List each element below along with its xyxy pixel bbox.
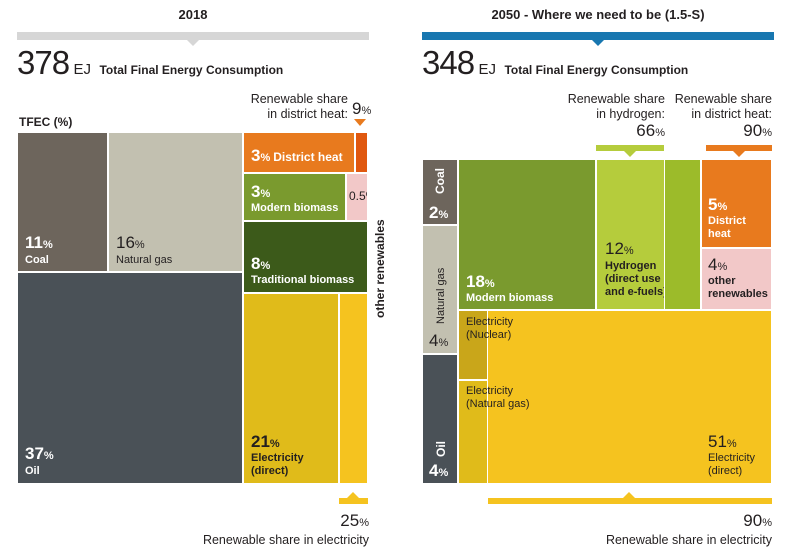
right-hydrogen-label: Hydrogen (direct use and e-fuels)* bbox=[605, 260, 665, 298]
left-total: 378 EJ Total Final Energy Consumption bbox=[17, 46, 283, 79]
right-total-unit: EJ bbox=[478, 61, 497, 78]
left-share-dh-line2: in district heat: bbox=[267, 107, 348, 121]
right-cell-electricity-nuclear bbox=[458, 310, 488, 380]
left-header-caret bbox=[187, 40, 199, 46]
right-share-h2-caret bbox=[624, 151, 636, 157]
left-share-dh-value: 9% bbox=[352, 99, 372, 118]
right-cell-modern-biomass: 18% Modern biomass bbox=[458, 159, 596, 310]
left-total-value: 378 bbox=[17, 44, 70, 81]
left-share-dh-line1: Renewable share bbox=[250, 92, 348, 106]
right-share-elec-bar bbox=[488, 498, 772, 504]
right-nuclear-label: Electricity (Nuclear) bbox=[466, 316, 514, 341]
left-share-elec-bar bbox=[339, 498, 368, 504]
right-share-dh-value: 90% bbox=[743, 121, 772, 140]
left-total-label: Total Final Energy Consumption bbox=[99, 63, 284, 77]
left-cell-modern-biomass: 3% Modern biomass bbox=[243, 173, 346, 221]
right-share-h2-bar bbox=[596, 145, 664, 151]
left-cell-coal: 11% Coal bbox=[17, 132, 108, 272]
left-other-renewables-vlabel: other renewables bbox=[373, 219, 387, 318]
right-share-elec-caret bbox=[623, 492, 635, 498]
right-share-dh-caret bbox=[733, 151, 745, 157]
left-elec-label: Electricity (direct) bbox=[251, 452, 304, 477]
left-cell-natural-gas: 16% Natural gas bbox=[108, 132, 243, 272]
right-share-dh-label: Renewable share in district heat: bbox=[674, 92, 772, 121]
left-share-elec-label: Renewable share in electricity bbox=[202, 533, 369, 547]
left-header: 2018 bbox=[178, 7, 208, 22]
right-cell-hydrogen-renewable bbox=[665, 159, 701, 310]
right-header-caret bbox=[592, 40, 604, 46]
right-total: 348 EJ Total Final Energy Consumption bbox=[422, 46, 688, 79]
right-share-elec-value: 90% bbox=[743, 511, 772, 530]
right-total-value: 348 bbox=[422, 44, 475, 81]
left-cell-district-heat: 3% District heat bbox=[243, 132, 355, 173]
right-natgas-elec-label: Electricity (Natural gas) bbox=[466, 385, 530, 410]
right-cell-electricity: 51% Electricity (direct) bbox=[458, 310, 772, 484]
right-other-ren-label: other renewables bbox=[708, 275, 768, 300]
right-share-elec-label: Renewable share in electricity bbox=[605, 533, 772, 547]
right-cell-hydrogen: 12% Hydrogen (direct use and e-fuels)* bbox=[596, 159, 665, 310]
right-share-dh-bar bbox=[706, 145, 772, 151]
left-share-elec-caret bbox=[347, 492, 359, 498]
right-header: 2050 - Where we need to be (1.5-S) bbox=[491, 7, 705, 22]
right-total-label: Total Final Energy Consumption bbox=[504, 63, 689, 77]
left-cell-district-heat-renewable bbox=[355, 132, 368, 173]
left-cell-electricity-renewable bbox=[339, 293, 368, 484]
right-dh-label: District heat bbox=[708, 215, 746, 240]
right-header-bar bbox=[422, 32, 774, 40]
right-cell-electricity-natgas bbox=[458, 380, 488, 484]
left-cell-other-renewables: 0.5% bbox=[346, 173, 368, 221]
left-axis-label: TFEC (%) bbox=[19, 115, 73, 129]
right-cell-district-heat: 5% District heat bbox=[701, 159, 772, 248]
right-elec-label: Electricity (direct) bbox=[708, 452, 756, 477]
left-cell-traditional-biomass: 8% Traditional biomass bbox=[243, 221, 368, 293]
left-cell-oil: 37% Oil bbox=[17, 272, 243, 484]
left-cell-electricity: 21% Electricity (direct) bbox=[243, 293, 339, 484]
left-share-elec-value: 25% bbox=[340, 511, 369, 530]
right-cell-coal: Coal 2% bbox=[422, 159, 458, 225]
right-cell-other-renewables: 4% other renewables bbox=[701, 248, 772, 310]
right-share-h2-label: Renewable share in hydrogen: bbox=[567, 92, 665, 121]
left-header-bar bbox=[17, 32, 369, 40]
left-total-unit: EJ bbox=[73, 61, 92, 78]
right-share-h2-value: 66% bbox=[636, 121, 665, 140]
left-share-dh-label: Renewable share in district heat: bbox=[230, 92, 348, 122]
right-cell-natural-gas: Natural gas 4% bbox=[422, 225, 458, 354]
right-cell-oil: Oil 4% bbox=[422, 354, 458, 484]
left-share-dh-caret bbox=[354, 119, 366, 126]
